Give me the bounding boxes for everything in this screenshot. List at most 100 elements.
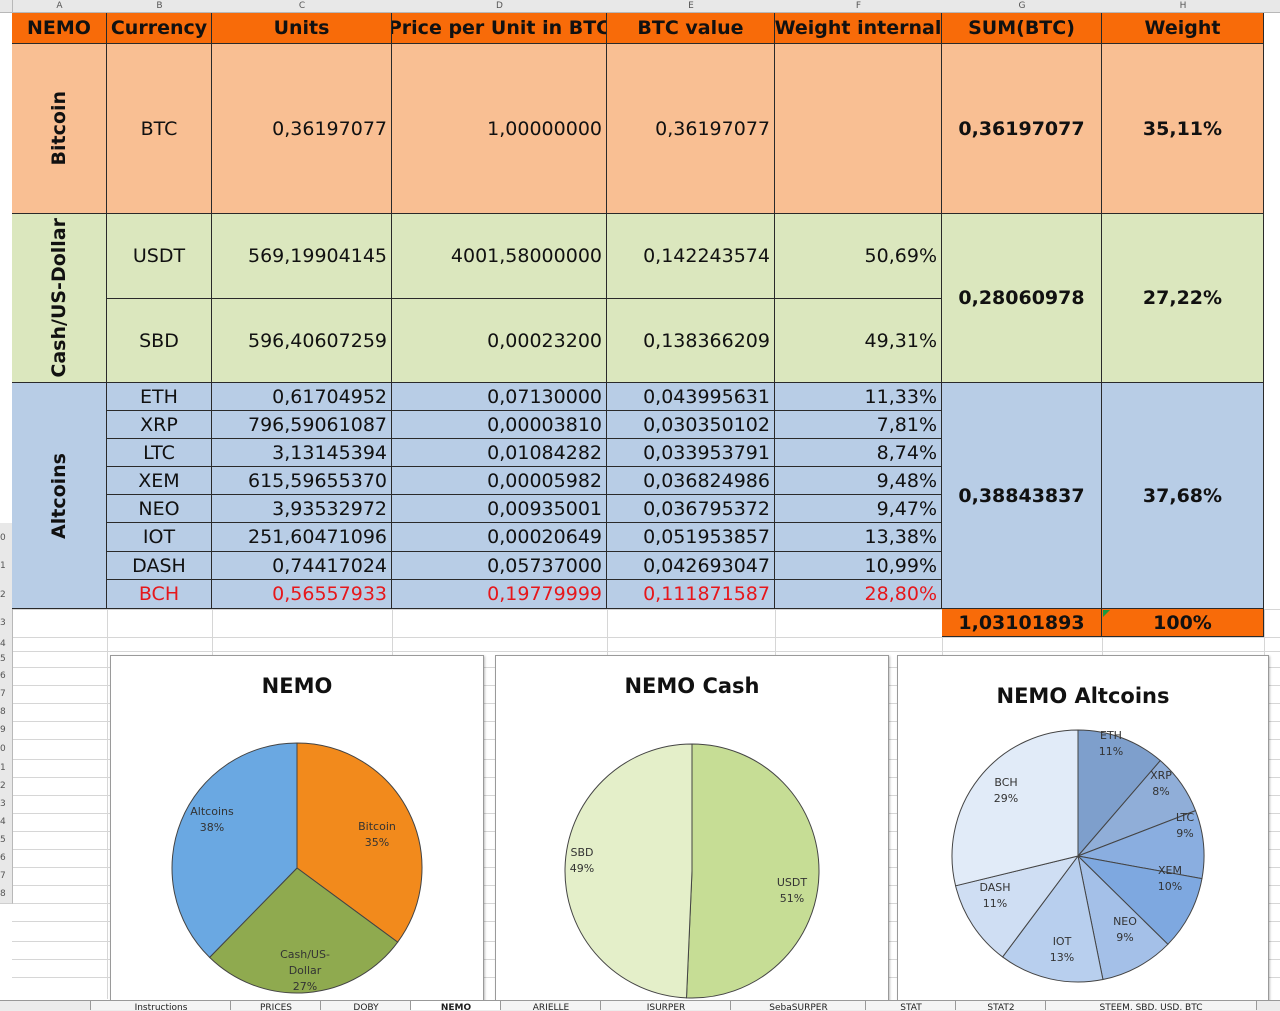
cell-price[interactable]: 1,00000000: [392, 44, 607, 214]
cell-units[interactable]: 0,56557933: [212, 580, 392, 609]
cell-btc_value[interactable]: 0,030350102: [607, 411, 775, 439]
weight-altcoins[interactable]: 37,68%: [1102, 383, 1264, 609]
sheet-tab[interactable]: STAT: [865, 1001, 957, 1010]
sum-btc-cash[interactable]: 0,28060978: [942, 214, 1102, 383]
cell-btc_value[interactable]: 0,36197077: [607, 44, 775, 214]
pie-slice-neo[interactable]: [1077, 854, 1169, 981]
sheet-tab[interactable]: NEMO: [410, 1001, 502, 1010]
cell-btc_value[interactable]: 0,051953857: [607, 523, 775, 552]
cell-price[interactable]: 0,00935001: [392, 495, 607, 523]
column-header-d[interactable]: D: [392, 0, 608, 13]
row-header[interactable]: 1: [0, 759, 13, 778]
pie-slice-cash-us-dollar[interactable]: [208, 867, 399, 994]
cell-price[interactable]: 0,01084282: [392, 439, 607, 467]
cell-btc_value[interactable]: 0,111871587: [607, 580, 775, 609]
pie-slice-eth[interactable]: [1077, 729, 1162, 858]
cell-currency[interactable]: XEM: [107, 467, 212, 495]
group-label-cash[interactable]: Cash/US-Dollar: [12, 214, 107, 383]
cell-price[interactable]: 0,19779999: [392, 580, 607, 609]
sheet-tab[interactable]: PRICES: [230, 1001, 322, 1010]
cell-price[interactable]: 0,07130000: [392, 383, 607, 411]
row-header[interactable]: 6: [0, 849, 13, 868]
pie-slice-altcoins[interactable]: [171, 742, 298, 959]
group-label-altcoins[interactable]: Altcoins: [12, 383, 107, 609]
pie-slice-sbd[interactable]: [564, 743, 693, 999]
chart-3[interactable]: NEMO Altcoins ETH 11% XRP 8% LTC 9% XEM 10% NEO 9%…: [897, 655, 1269, 1002]
row-header[interactable]: 3: [0, 609, 13, 638]
cell-units[interactable]: 0,36197077: [212, 44, 392, 214]
cell-currency[interactable]: ETH: [107, 383, 212, 411]
column-header-a[interactable]: A: [12, 0, 108, 13]
cell-weight_internal[interactable]: [775, 44, 942, 214]
cell-weight_internal[interactable]: 11,33%: [775, 383, 942, 411]
column-header-i[interactable]: [1264, 0, 1280, 13]
row-header[interactable]: 4: [0, 637, 13, 652]
cell-btc_value[interactable]: 0,043995631: [607, 383, 775, 411]
cell-currency[interactable]: BCH: [107, 580, 212, 609]
weight-cash[interactable]: 27,22%: [1102, 214, 1264, 383]
cell-units[interactable]: 3,13145394: [212, 439, 392, 467]
total-sum[interactable]: 1,03101893: [942, 609, 1102, 637]
group-label-bitcoin[interactable]: Bitcoin: [12, 44, 107, 214]
total-weight[interactable]: 100%: [1102, 609, 1264, 637]
column-header-c[interactable]: C: [212, 0, 393, 13]
cell-units[interactable]: 569,19904145: [212, 214, 392, 299]
cell-units[interactable]: 0,61704952: [212, 383, 392, 411]
cell-currency[interactable]: IOT: [107, 523, 212, 552]
pie-slice-usdt[interactable]: [685, 743, 820, 999]
sheet-tab[interactable]: STAT2: [955, 1001, 1047, 1010]
sheet-tab[interactable]: JSURPER: [600, 1001, 732, 1010]
cell-weight_internal[interactable]: 50,69%: [775, 214, 942, 299]
column-header-g[interactable]: G: [942, 0, 1103, 13]
row-header[interactable]: 3: [0, 795, 13, 814]
pie-slice-dash[interactable]: [954, 855, 1080, 958]
column-header-b[interactable]: B: [107, 0, 213, 13]
row-header[interactable]: 9: [0, 721, 13, 740]
row-header[interactable]: 7: [0, 867, 13, 886]
cell-btc_value[interactable]: 0,036795372: [607, 495, 775, 523]
row-header[interactable]: 8: [0, 703, 13, 722]
cell-currency[interactable]: BTC: [107, 44, 212, 214]
column-header-e[interactable]: E: [607, 0, 776, 13]
pie-slice-bitcoin[interactable]: [296, 742, 423, 943]
cell-currency[interactable]: USDT: [107, 214, 212, 299]
sheet-tab[interactable]: Instructions: [90, 1001, 232, 1010]
pie-slice-xem[interactable]: [1076, 855, 1203, 946]
cell-btc_value[interactable]: 0,033953791: [607, 439, 775, 467]
pie-slice-iot[interactable]: [1001, 854, 1104, 983]
cell-weight_internal[interactable]: 49,31%: [775, 299, 942, 383]
cell-units[interactable]: 615,59655370: [212, 467, 392, 495]
weight-bitcoin[interactable]: 35,11%: [1102, 44, 1264, 214]
sum-btc-altcoins[interactable]: 0,38843837: [942, 383, 1102, 609]
cell-price[interactable]: 0,00020649: [392, 523, 607, 552]
row-header[interactable]: 4: [0, 813, 13, 832]
cell-weight_internal[interactable]: 13,38%: [775, 523, 942, 552]
sheet-tab[interactable]: DOBY: [320, 1001, 412, 1010]
cell-units[interactable]: 596,40607259: [212, 299, 392, 383]
row-header[interactable]: 8: [0, 885, 13, 904]
cell-btc_value[interactable]: 0,042693047: [607, 552, 775, 580]
sum-btc-bitcoin[interactable]: 0,36197077: [942, 44, 1102, 214]
cell-currency[interactable]: NEO: [107, 495, 212, 523]
cell-price[interactable]: 4001,58000000: [392, 214, 607, 299]
cell-btc_value[interactable]: 0,138366209: [607, 299, 775, 383]
cell-units[interactable]: 3,93532972: [212, 495, 392, 523]
cell-weight_internal[interactable]: 28,80%: [775, 580, 942, 609]
cell-btc_value[interactable]: 0,036824986: [607, 467, 775, 495]
sheet-tab[interactable]: ARIELLE: [500, 1001, 602, 1010]
cell-units[interactable]: 796,59061087: [212, 411, 392, 439]
row-header[interactable]: 5: [0, 651, 13, 668]
sheet-tab[interactable]: STEEM, SBD, USD, BTC: [1045, 1001, 1257, 1010]
cell-currency[interactable]: XRP: [107, 411, 212, 439]
cell-price[interactable]: 0,00005982: [392, 467, 607, 495]
cell-price[interactable]: 0,00003810: [392, 411, 607, 439]
cell-weight_internal[interactable]: 8,74%: [775, 439, 942, 467]
cell-price[interactable]: 0,05737000: [392, 552, 607, 580]
chart-1[interactable]: NEMO Bitcoin 35% Cash/US-Dollar 27% Altcoins 3…: [110, 655, 484, 1002]
sheet-tab[interactable]: SebaSURPER: [730, 1001, 867, 1010]
row-header[interactable]: 0: [0, 739, 13, 760]
row-header[interactable]: 6: [0, 667, 13, 686]
cell-weight_internal[interactable]: 9,47%: [775, 495, 942, 523]
cell-weight_internal[interactable]: 7,81%: [775, 411, 942, 439]
cell-weight_internal[interactable]: 9,48%: [775, 467, 942, 495]
